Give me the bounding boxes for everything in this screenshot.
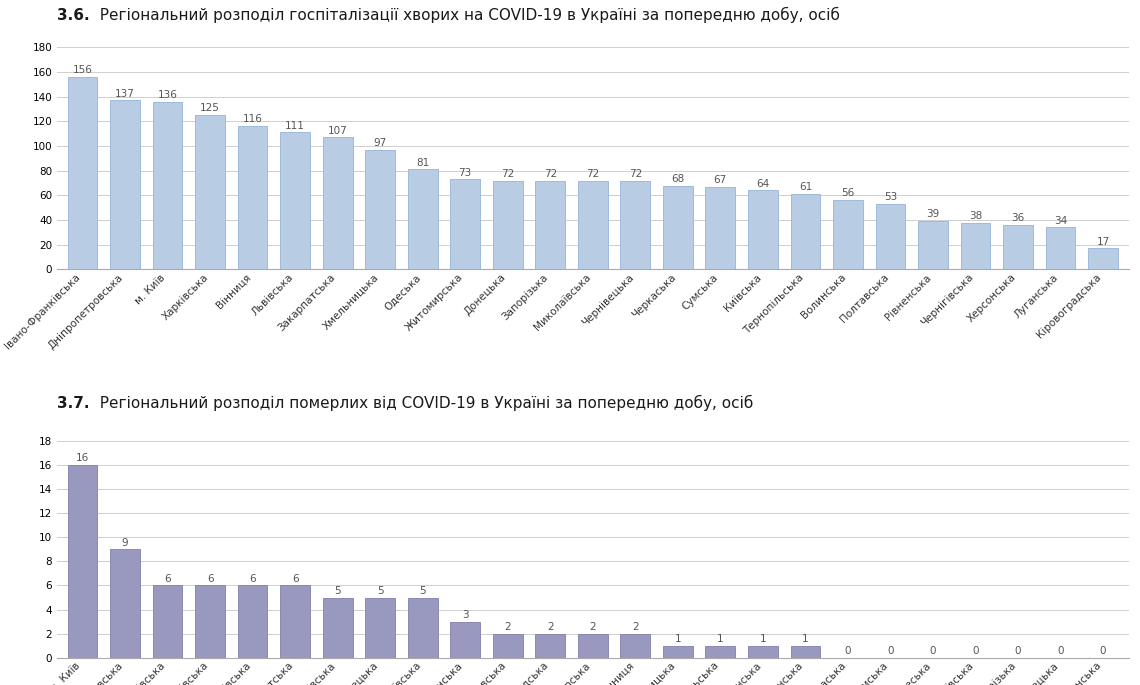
Bar [408, 169, 438, 269]
Bar [876, 204, 905, 269]
Text: 2: 2 [632, 622, 638, 632]
Text: 3: 3 [462, 610, 469, 620]
Text: 125: 125 [201, 103, 220, 113]
Bar [833, 200, 863, 269]
Text: 107: 107 [328, 125, 348, 136]
Bar [280, 586, 310, 658]
Text: 2: 2 [504, 622, 511, 632]
Bar [578, 634, 608, 658]
Text: 72: 72 [586, 169, 600, 179]
Text: 1: 1 [675, 634, 682, 644]
Text: 0: 0 [1057, 646, 1064, 656]
Bar [536, 634, 565, 658]
Bar [961, 223, 991, 269]
Bar [67, 77, 97, 269]
Bar [748, 190, 777, 269]
Bar [663, 645, 693, 658]
Text: 6: 6 [250, 573, 255, 584]
Bar [492, 181, 522, 269]
Text: 38: 38 [969, 211, 983, 221]
Bar [450, 179, 480, 269]
Text: 6: 6 [292, 573, 299, 584]
Text: 137: 137 [115, 88, 135, 99]
Text: 156: 156 [73, 65, 92, 75]
Text: 72: 72 [628, 169, 642, 179]
Bar [195, 586, 225, 658]
Text: 3.6.: 3.6. [57, 8, 90, 23]
Text: 9: 9 [122, 538, 129, 547]
Bar [620, 181, 650, 269]
Text: 0: 0 [930, 646, 936, 656]
Bar [536, 181, 565, 269]
Text: 3.7.: 3.7. [57, 396, 90, 411]
Bar [748, 645, 777, 658]
Text: 0: 0 [1015, 646, 1021, 656]
Text: 2: 2 [547, 622, 554, 632]
Bar [111, 549, 140, 658]
Bar [153, 586, 182, 658]
Bar [238, 586, 268, 658]
Text: 2: 2 [589, 622, 596, 632]
Text: 0: 0 [1100, 646, 1106, 656]
Text: 56: 56 [841, 188, 855, 199]
Bar [111, 100, 140, 269]
Bar [492, 634, 522, 658]
Text: 53: 53 [884, 192, 897, 202]
Bar [280, 132, 310, 269]
Bar [578, 181, 608, 269]
Bar [365, 597, 396, 658]
Text: 116: 116 [243, 114, 262, 125]
Bar [790, 194, 821, 269]
Text: 5: 5 [420, 586, 426, 596]
Bar [238, 126, 268, 269]
Text: 81: 81 [416, 158, 430, 168]
Bar [1045, 227, 1075, 269]
Text: 68: 68 [671, 174, 684, 184]
Bar [663, 186, 693, 269]
Bar [67, 465, 97, 658]
Text: 1: 1 [803, 634, 808, 644]
Text: 5: 5 [377, 586, 383, 596]
Text: 97: 97 [374, 138, 386, 148]
Text: 73: 73 [458, 168, 472, 177]
Text: 6: 6 [164, 573, 171, 584]
Text: 111: 111 [285, 121, 306, 131]
Text: 72: 72 [502, 169, 514, 179]
Text: 34: 34 [1054, 216, 1067, 225]
Text: 0: 0 [845, 646, 852, 656]
Text: 72: 72 [544, 169, 557, 179]
Text: 39: 39 [927, 210, 939, 219]
Text: 6: 6 [206, 573, 213, 584]
Text: 67: 67 [714, 175, 727, 185]
Bar [365, 150, 396, 269]
Bar [706, 645, 735, 658]
Text: 17: 17 [1097, 236, 1109, 247]
Text: Регіональний розподіл госпіталізації хворих на COVID-19 в Україні за попередню д: Регіональний розподіл госпіталізації хво… [90, 7, 839, 23]
Bar [1003, 225, 1033, 269]
Text: 36: 36 [1011, 213, 1025, 223]
Text: Регіональний розподіл померлих від COVID-19 в Україні за попередню добу, осіб: Регіональний розподіл померлих від COVID… [90, 395, 752, 411]
Bar [706, 187, 735, 269]
Bar [1089, 249, 1118, 269]
Bar [153, 101, 182, 269]
Text: 0: 0 [887, 646, 894, 656]
Text: 16: 16 [76, 453, 89, 464]
Bar [620, 634, 650, 658]
Bar [323, 597, 352, 658]
Bar [323, 138, 352, 269]
Text: 5: 5 [334, 586, 341, 596]
Text: 136: 136 [157, 90, 178, 100]
Bar [408, 597, 438, 658]
Bar [918, 221, 947, 269]
Text: 0: 0 [972, 646, 979, 656]
Bar [790, 645, 821, 658]
Text: 1: 1 [717, 634, 724, 644]
Bar [195, 115, 225, 269]
Text: 61: 61 [799, 182, 812, 192]
Text: 64: 64 [756, 179, 770, 188]
Bar [450, 621, 480, 658]
Text: 1: 1 [759, 634, 766, 644]
